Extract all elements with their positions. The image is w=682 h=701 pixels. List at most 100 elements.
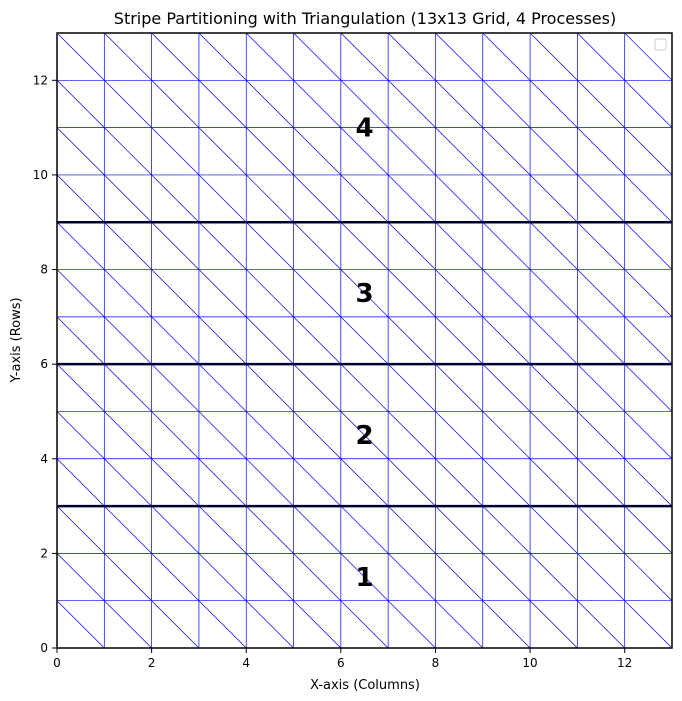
mesh-diagonal xyxy=(198,316,247,365)
region-labels: 1 2 3 4 xyxy=(355,114,373,593)
mesh-diagonal xyxy=(245,600,294,649)
mesh-diagonal xyxy=(151,127,200,176)
mesh-diagonal xyxy=(529,411,578,460)
mesh-diagonal xyxy=(104,553,152,601)
mesh-diagonal xyxy=(293,363,342,412)
mesh-diagonal xyxy=(245,411,294,460)
mesh-diagonal xyxy=(577,553,625,601)
mesh-diagonal xyxy=(198,505,247,554)
mesh-diagonal xyxy=(387,458,436,507)
mesh-diagonal xyxy=(104,316,152,365)
mesh-diagonal xyxy=(293,127,342,176)
x-axis-ticks: 0 2 4 6 8 10 12 xyxy=(53,648,632,670)
mesh-diagonal xyxy=(293,269,342,318)
mesh-diagonal xyxy=(340,174,389,223)
mesh-diagonal xyxy=(577,269,625,318)
mesh-diagonal xyxy=(624,174,673,223)
mesh-diagonal xyxy=(624,127,673,176)
mesh-diagonal xyxy=(151,411,200,460)
mesh-diagonal xyxy=(577,600,625,649)
mesh-diagonal xyxy=(624,600,673,649)
mesh-diagonal xyxy=(387,600,436,649)
mesh-diagonal xyxy=(198,269,247,318)
mesh-diagonal xyxy=(387,363,436,412)
y-tick-label: 0 xyxy=(40,641,48,655)
stripe-boundaries xyxy=(57,220,672,508)
mesh-diagonal xyxy=(104,600,152,649)
mesh-diagonal xyxy=(151,505,200,554)
mesh-diagonal xyxy=(529,174,578,223)
mesh-diagonal xyxy=(577,411,625,460)
mesh-diagonal xyxy=(340,127,389,176)
x-tick-label: 6 xyxy=(337,656,345,670)
mesh-diagonal xyxy=(293,411,342,460)
mesh-diagonal xyxy=(435,363,484,412)
mesh-diagonal xyxy=(56,458,105,507)
mesh-diagonal xyxy=(151,221,200,270)
mesh-diagonal xyxy=(577,363,625,412)
x-tick-label: 12 xyxy=(617,656,632,670)
mesh-diagonal xyxy=(293,505,342,554)
y-axis-ticks: 0 2 4 6 8 10 12 xyxy=(33,73,57,655)
mesh-diagonal xyxy=(198,127,247,176)
mesh-diagonal xyxy=(340,32,389,81)
mesh-diagonal xyxy=(387,127,436,176)
mesh-diagonal xyxy=(435,80,484,128)
mesh-diagonal xyxy=(104,174,152,223)
mesh-diagonal xyxy=(198,32,247,81)
mesh-diagonal xyxy=(245,363,294,412)
mesh-diagonal xyxy=(435,316,484,365)
mesh-diagonal xyxy=(435,553,484,601)
plot-frame xyxy=(56,32,673,649)
mesh-diagonal xyxy=(104,269,152,318)
mesh-diagonal xyxy=(293,600,342,649)
mesh-diagonal xyxy=(624,269,673,318)
mesh-diagonal xyxy=(577,174,625,223)
mesh-diagonal xyxy=(151,174,200,223)
mesh-diagonal xyxy=(104,505,152,554)
mesh-diagonal xyxy=(293,221,342,270)
x-tick-label: 4 xyxy=(242,656,250,670)
mesh-diagonal xyxy=(482,316,531,365)
mesh-diagonal xyxy=(293,80,342,128)
mesh-diagonal xyxy=(387,553,436,601)
mesh-diagonal xyxy=(56,221,105,270)
mesh-diagonal xyxy=(198,174,247,223)
mesh-diagonal xyxy=(151,316,200,365)
mesh-diagonal xyxy=(577,316,625,365)
mesh-diagonal xyxy=(624,316,673,365)
mesh-diagonal xyxy=(198,458,247,507)
region-label-3: 3 xyxy=(355,279,373,309)
mesh-diagonal xyxy=(435,127,484,176)
mesh-diagonal xyxy=(198,553,247,601)
mesh-diagonal xyxy=(245,553,294,601)
mesh-diagonal xyxy=(482,32,531,81)
region-label-4: 4 xyxy=(355,114,373,144)
y-tick-label: 2 xyxy=(40,546,48,560)
mesh-diagonal xyxy=(56,505,105,554)
mesh-diagonal xyxy=(151,553,200,601)
mesh-diagonal xyxy=(245,127,294,176)
mesh-diagonal xyxy=(56,316,105,365)
mesh-diagonal xyxy=(198,411,247,460)
mesh-diagonal xyxy=(387,32,436,81)
x-tick-label: 8 xyxy=(432,656,440,670)
y-tick-label: 4 xyxy=(40,452,48,466)
mesh-diagonal xyxy=(340,80,389,128)
mesh-diagonal xyxy=(577,80,625,128)
mesh-diagonal xyxy=(387,316,436,365)
mesh-diagonal xyxy=(387,174,436,223)
mesh-diagonal xyxy=(577,127,625,176)
mesh-diagonal xyxy=(151,80,200,128)
mesh-diagonal xyxy=(624,458,673,507)
mesh-diagonal xyxy=(104,411,152,460)
mesh-diagonal xyxy=(340,411,389,460)
mesh-diagonal xyxy=(435,174,484,223)
mesh-diagonal xyxy=(104,458,152,507)
mesh-diagonal xyxy=(529,458,578,507)
mesh-diagonal xyxy=(529,553,578,601)
mesh-diagonal xyxy=(56,411,105,460)
mesh-diagonal xyxy=(151,32,200,81)
mesh-diagonal xyxy=(387,505,436,554)
